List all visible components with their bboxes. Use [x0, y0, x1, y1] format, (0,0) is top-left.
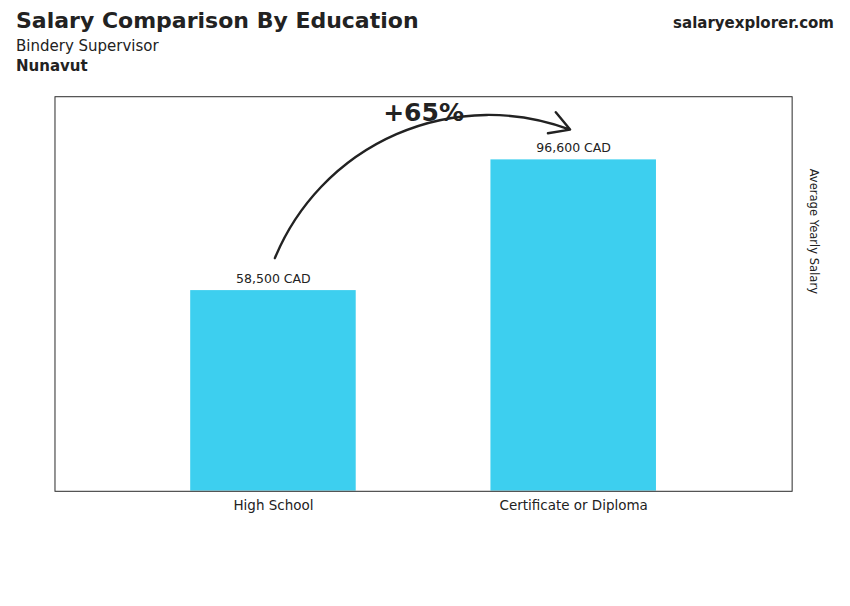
svg-text:High School: High School [233, 497, 313, 513]
svg-text:Average Yearly Salary: Average Yearly Salary [807, 169, 821, 295]
html-text:salaryexplorer.com: salaryexplorer.com [673, 14, 834, 32]
svg-text:58,500 CAD: 58,500 CAD [236, 271, 311, 286]
html-text:Nunavut: Nunavut [16, 57, 88, 75]
svg-text:96,600 CAD: 96,600 CAD [536, 140, 611, 155]
html-text:Salary Comparison By Education: Salary Comparison By Education [16, 8, 419, 33]
svg-text:Certificate or Diploma: Certificate or Diploma [500, 497, 648, 513]
svg-text:+65%: +65% [383, 98, 464, 127]
html-text:Bindery Supervisor: Bindery Supervisor [16, 37, 159, 55]
